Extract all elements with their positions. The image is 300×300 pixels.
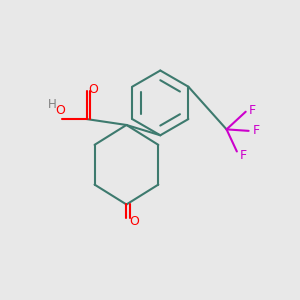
Text: F: F: [252, 124, 260, 137]
Text: F: F: [249, 104, 256, 117]
Text: H: H: [48, 98, 57, 111]
Text: O: O: [88, 83, 98, 96]
Text: F: F: [240, 148, 247, 161]
Text: O: O: [55, 104, 65, 117]
Text: O: O: [129, 215, 139, 228]
